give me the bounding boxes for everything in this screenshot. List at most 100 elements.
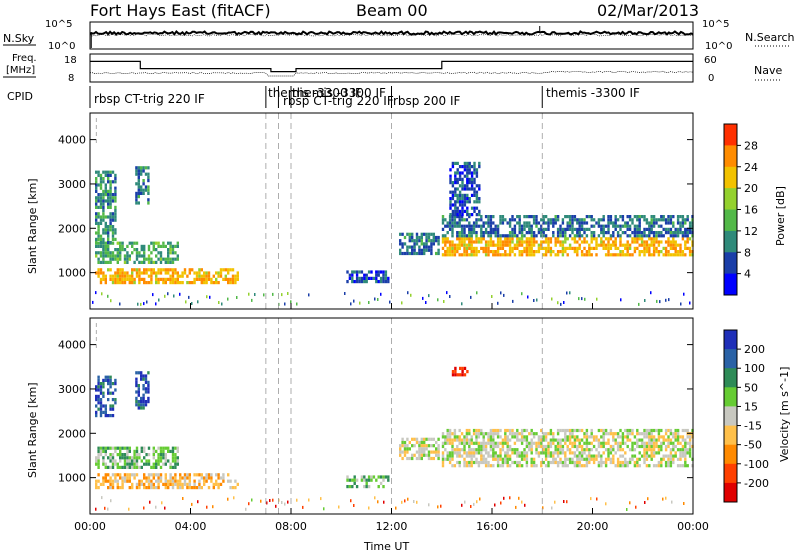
data-region xyxy=(95,170,117,245)
colorbar-tick-label: 15 xyxy=(744,400,758,413)
xtick-label: 00:00 xyxy=(74,520,106,533)
data-region xyxy=(399,437,440,461)
velocity-colorbar-label-text: Velocity [m s^-1] xyxy=(778,367,791,462)
noise-left-tick-high: 10^5 xyxy=(45,19,72,30)
noise-right-tick-high: 10^5 xyxy=(702,19,729,30)
freq-panel: Freq. [MHz] 18 8 60 0 Nave xyxy=(3,53,782,84)
velocity-colorbar-label: Velocity [m s^-1] xyxy=(778,367,791,462)
colorbar-tick-label: 100 xyxy=(744,362,765,375)
data-region xyxy=(95,473,239,490)
cpid-row: CPID rbsp CT-trig 220 IF themis -3300 IF… xyxy=(7,86,640,108)
colorbar-block xyxy=(724,273,737,296)
freq-step-line xyxy=(90,60,693,73)
xtick-label: 04:00 xyxy=(175,520,207,533)
colorbar-tick-label: -15 xyxy=(744,420,762,433)
freq-left-tick-high: 18 xyxy=(64,55,77,66)
freq-label-line1: Freq. xyxy=(12,53,37,64)
xtick-label: 20:00 xyxy=(577,520,609,533)
power-colorbar-label: Power [dB] xyxy=(774,186,787,246)
nave-dotted-line xyxy=(89,70,694,77)
colorbar-block xyxy=(724,425,737,446)
colorbar-block xyxy=(724,252,737,275)
noise-trace xyxy=(89,26,694,48)
colorbar-tick-label: -200 xyxy=(744,477,769,490)
data-region xyxy=(135,371,150,410)
data-region xyxy=(449,161,481,217)
colorbar-tick-label: -50 xyxy=(744,439,762,452)
noise-sky-line xyxy=(89,29,694,37)
velocity-panel: 1000 2000 3000 4000 Slant Range [km] xyxy=(26,317,694,515)
xtick-label: 08:00 xyxy=(275,520,307,533)
power-ytick-label: 4000 xyxy=(58,134,86,147)
colorbar-block xyxy=(724,145,737,168)
data-region xyxy=(441,237,694,257)
freq-right-tick-high: 60 xyxy=(704,55,717,66)
colorbar-block xyxy=(724,406,737,426)
cpid-segment-2: themis -3300 IF xyxy=(292,86,386,100)
time-axis-label: Time UT xyxy=(363,540,409,553)
colorbar-tick-label: 20 xyxy=(744,182,758,195)
data-region xyxy=(441,428,694,468)
power-ylabel: Slant Range [km] xyxy=(26,178,39,274)
velocity-ytick-label: 4000 xyxy=(58,339,86,352)
noise-search-line xyxy=(89,33,694,37)
data-region xyxy=(95,446,179,469)
colorbar-tick-label: 4 xyxy=(744,268,751,281)
near-range-speckles xyxy=(95,496,685,511)
colorbar-tick-label: 28 xyxy=(744,139,758,152)
colorbar-tick-label: 12 xyxy=(744,225,758,238)
colorbar-block xyxy=(724,209,737,232)
date-title: 02/Mar/2013 xyxy=(597,1,699,20)
station-title: Fort Hays East (fitACF) xyxy=(90,1,271,20)
colorbar-tick-label: -100 xyxy=(744,458,769,471)
colorbar-block xyxy=(724,124,737,146)
nsearch-label: N.Search xyxy=(745,31,795,44)
colorbar-block xyxy=(724,188,737,210)
velocity-ylabel: Slant Range [km] xyxy=(26,382,39,478)
power-panel: 1000 2000 3000 4000 Slant Range [km] xyxy=(26,112,694,310)
velocity-ytick-label: 2000 xyxy=(58,427,86,440)
noise-panel: N.Sky 10^5 10^0 10^5 10^0 N.Search xyxy=(3,19,795,52)
cpid-segment-3: rbsp CT-trig 220 IF xyxy=(283,94,394,108)
cpid-segment-4: rbsp 200 IF xyxy=(393,94,460,108)
data-region xyxy=(451,366,469,377)
noise-left-tick-low: 10^0 xyxy=(48,41,75,52)
colorbar-block xyxy=(724,349,737,369)
power-ytick-label: 3000 xyxy=(58,178,86,191)
near-range-speckles xyxy=(92,291,691,306)
colorbar-block xyxy=(724,482,737,503)
colorbar-block xyxy=(724,444,737,465)
velocity-data xyxy=(95,366,694,511)
colorbar-tick-label: 200 xyxy=(744,343,765,356)
velocity-ytick-label: 1000 xyxy=(58,472,86,485)
nsky-label: N.Sky xyxy=(3,32,35,45)
cpid-segment-0: rbsp CT-trig 220 IF xyxy=(94,92,205,106)
freq-right-tick-low: 0 xyxy=(708,73,714,84)
power-colorbar: 28 24 20 16 12 8 4 Power [dB] xyxy=(723,123,787,296)
velocity-colorbar: 200 100 50 15 -15 -50 -100 -200 Velocity [m s^-… xyxy=(723,329,791,503)
nave-label: Nave xyxy=(754,64,782,77)
xtick-label: 12:00 xyxy=(376,520,408,533)
xtick-label: 16:00 xyxy=(476,520,508,533)
velocity-ytick-label: 3000 xyxy=(58,383,86,396)
freq-left-tick-low: 8 xyxy=(68,73,74,84)
noise-right-tick-low: 10^0 xyxy=(705,41,732,52)
colorbar-tick-label: 16 xyxy=(744,204,758,217)
power-ytick-label: 2000 xyxy=(58,222,86,235)
cpid-segment-5: themis -3300 IF xyxy=(546,86,640,100)
colorbar-block xyxy=(724,166,737,189)
freq-trace xyxy=(89,60,694,77)
colorbar-block xyxy=(724,463,737,484)
data-region xyxy=(95,268,239,285)
colorbar-block xyxy=(724,387,737,407)
data-region xyxy=(95,241,179,264)
data-region xyxy=(95,375,117,418)
power-ytick-label: 1000 xyxy=(58,267,86,280)
cpid-segment-1: themis -3300 IF xyxy=(268,86,362,100)
colorbar-block xyxy=(724,330,737,350)
colorbar-block xyxy=(724,368,737,388)
data-region xyxy=(441,215,694,238)
beam-title: Beam 00 xyxy=(356,1,428,20)
xtick-label: 00:00 xyxy=(677,520,709,533)
